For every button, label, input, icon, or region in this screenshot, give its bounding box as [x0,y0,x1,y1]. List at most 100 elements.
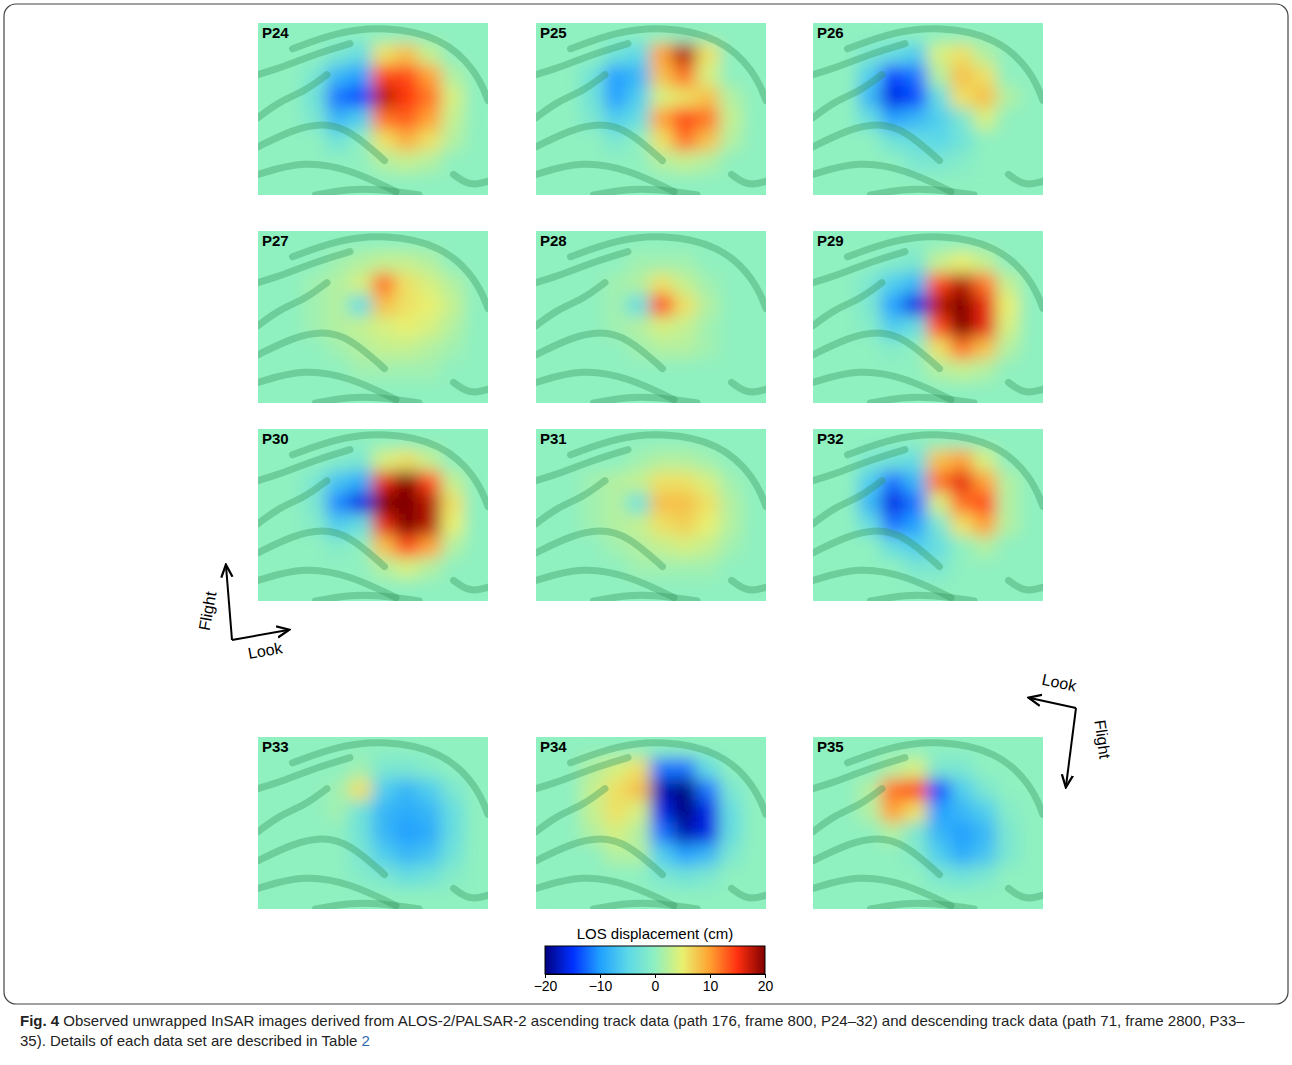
displacement-cell [673,450,698,474]
displacement-cell [973,514,998,538]
displacement-cell [950,536,975,560]
displacement-cell [927,471,952,495]
colorbar-tick: −10 [589,974,613,994]
direction-arrow [1066,708,1076,786]
displacement-cell [1019,108,1043,132]
displacement-cell [881,801,906,825]
displacement-cell [904,801,929,825]
displacement-cell [696,108,721,132]
displacement-cell [696,844,721,868]
terrain-shade [813,481,882,524]
terrain-shade [293,743,489,815]
displacement-cell [627,273,652,297]
displacement-cell [395,844,420,868]
figure-frame [4,4,1288,1004]
displacement-cell [558,381,583,404]
terrain-shade [571,743,767,815]
displacement-cell [742,23,766,46]
terrain-shade [871,397,975,403]
displacement-cell [904,295,929,319]
displacement-cell [627,65,652,89]
displacement-cell [696,359,721,383]
displacement-cell [813,252,837,276]
displacement-cell [696,514,721,538]
displacement-cell [627,471,652,495]
displacement-cell [650,758,675,782]
terrain-shade [293,435,489,507]
displacement-cell [696,471,721,495]
terrain-shade [536,531,663,567]
caption: Fig. 4 Observed unwrapped InSAR images d… [20,1011,1270,1051]
displacement-cell [719,514,744,538]
displacement-cell [950,822,975,846]
panel-label: P26 [817,24,844,41]
displacement-cell [673,252,698,276]
insar-panel: P31 [535,428,767,602]
terrain-shade [536,44,628,75]
displacement-cell [395,493,420,517]
displacement-cell [441,316,466,340]
displacement-cell [627,108,652,132]
panel-background [258,231,488,403]
displacement-cell [372,471,397,495]
colorbar-tick-label: −20 [534,978,558,994]
displacement-cell [742,338,766,362]
displacement-cell [996,471,1021,495]
direction-arrow [1030,698,1076,708]
displacement-cell [581,338,606,362]
displacement-cell [719,801,744,825]
displacement-cell [858,536,883,560]
displacement-cell [418,130,443,154]
displacement-cell [650,252,675,276]
displacement-cell [280,381,305,404]
terrain-shade [293,29,489,101]
caption-link[interactable]: 2 [362,1032,370,1049]
displacement-cell [418,65,443,89]
displacement-cell [950,316,975,340]
displacement-cell [441,844,466,868]
displacement-cell [927,273,952,297]
displacement-cell [696,822,721,846]
terrain-shade [316,903,420,909]
displacement-cell [696,173,721,196]
displacement-cell [927,44,952,68]
displacement-cell [927,779,952,803]
panel-label: P34 [540,738,567,755]
displacement-cell [927,252,952,276]
displacement-cell [673,471,698,495]
displacement-cell [927,758,952,782]
displacement-cell [696,151,721,175]
displacement-cell [742,359,766,383]
displacement-cell [673,295,698,319]
panel-background [813,429,1043,601]
displacement-cell [464,359,488,383]
insar-panel: P29 [812,230,1044,404]
displacement-cell [395,822,420,846]
panel-background [258,23,488,195]
displacement-cell [441,471,466,495]
displacement-cell [441,338,466,362]
terrain-shade [732,174,767,184]
displacement-cell [673,151,698,175]
displacement-cell [464,23,488,46]
displacement-cell [858,338,883,362]
displacement-cell [418,316,443,340]
displacement-cell [372,450,397,474]
insar-panel: P33 [257,736,489,910]
displacement-cell [650,87,675,111]
displacement-cell [673,557,698,581]
displacement-cell [258,252,282,276]
displacement-cell [996,844,1021,868]
displacement-cell [349,514,374,538]
displacement-cell [604,801,629,825]
terrain-shade [536,252,628,283]
displacement-cell [719,87,744,111]
displacement-cell [904,779,929,803]
displacement-cell [303,844,328,868]
terrain-shade [871,903,975,909]
displacement-cell [326,801,351,825]
displacement-cell [742,844,766,868]
displacement-cell [719,779,744,803]
displacement-cell [372,316,397,340]
terrain-shade [732,382,767,392]
